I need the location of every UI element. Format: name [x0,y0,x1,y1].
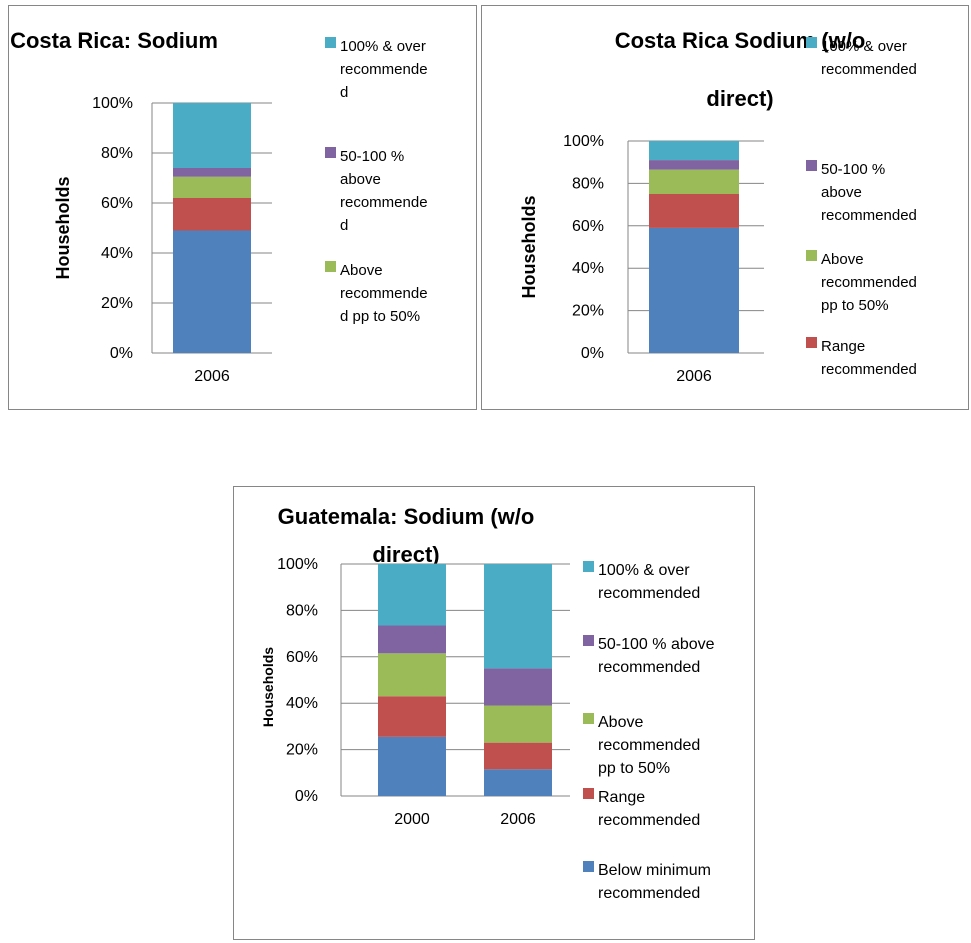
legend-swatch [806,160,817,171]
x-category-label: 2006 [194,368,230,385]
bar-segment [173,198,251,231]
legend-swatch [325,147,336,158]
y-tick-label: 20% [572,303,604,320]
y-tick-label: 100% [563,133,604,150]
legend-label: recommended [821,274,917,291]
y-tick-label: 80% [101,145,133,162]
y-tick-label: 0% [581,345,604,362]
legend-label: recommended [598,885,700,902]
y-tick-label: 40% [572,260,604,277]
y-axis-label: Households [260,647,276,727]
y-tick-label: 20% [286,742,318,759]
legend-label: d [340,84,348,101]
legend-label: 50-100 % [821,161,885,178]
bar-segment [173,176,251,198]
legend-label: Below minimum [598,862,711,879]
legend-label: above [821,184,862,201]
bar-segment [378,625,446,654]
bar-segment [378,653,446,697]
bar-segment [484,742,552,770]
bar-segment [649,169,739,194]
x-category-label: 2006 [500,811,536,828]
y-tick-label: 0% [295,788,318,805]
legend-swatch [806,337,817,348]
legend-swatch [583,635,594,646]
legend-label: recommended [598,659,700,676]
chart-title: Guatemala: Sodium (w/o [278,504,535,529]
legend-swatch [583,713,594,724]
y-tick-label: 60% [572,218,604,235]
legend-swatch [583,861,594,872]
y-axis-label: Households [53,176,73,279]
legend-label: 100% & over [598,562,690,579]
bar-segment [378,564,446,626]
chart-svg-costa-rica-sodium: Costa Rica: Sodium 0% 20% 40% 60% 80% 100% 2006… [10,28,428,385]
x-category-label: 2000 [394,811,430,828]
bar-segment [378,736,446,796]
legend-swatch [325,37,336,48]
y-axis-label: Households [519,195,539,298]
legend-label: recommende [340,61,428,78]
y-tick-label: 60% [286,649,318,666]
bar-segment [649,160,739,170]
legend-label: 100% & over [821,38,907,55]
legend-label: above [340,171,381,188]
chart-title: Costa Rica Sodium (w/o [615,28,866,53]
legend-label: d pp to 50% [340,308,420,325]
bar-segment [649,194,739,228]
legend-label: d [340,217,348,234]
y-tick-label: 0% [110,345,133,362]
legend-swatch [583,561,594,572]
bar-segment [173,230,251,353]
bar-segment [173,103,251,168]
bar-segment [484,564,552,669]
chart-costa-rica-sodium: Costa Rica: Sodium 0% 20% 40% 60% 80% 100% 2006… [8,5,477,410]
legend-label: Range [598,789,645,806]
y-tick-label: 100% [277,556,318,573]
y-tick-label: 20% [101,295,133,312]
bar-segment [484,769,552,796]
x-category-label: 2006 [676,368,712,385]
y-tick-label: 40% [101,245,133,262]
chart-svg-costa-rica-sodium-wo-direct: Costa Rica Sodium (w/o direct) 0% 20% 40% 60%… [519,28,917,385]
legend-label: recommended [598,585,700,602]
legend-label: pp to 50% [598,760,670,777]
legend-label: recommended [821,61,917,78]
legend-label: Above [340,262,383,279]
bar-segment [649,227,739,353]
y-tick-label: 40% [286,695,318,712]
bar-segment [173,168,251,177]
legend-label: 50-100 % [340,148,404,165]
chart-title: direct) [706,86,773,111]
y-tick-label: 60% [101,195,133,212]
y-tick-label: 100% [92,95,133,112]
chart-title: direct) [372,542,439,567]
bar-segment [649,141,739,161]
legend-label: recommended [598,737,700,754]
bar-segment [378,696,446,737]
legend-label: 100% & over [340,38,426,55]
legend-label: Above [598,714,643,731]
bar-segment [484,705,552,743]
chart-guatemala-sodium-wo-direct: Guatemala: Sodium (w/o direct) 0% 20% 40% 60%… [233,486,755,940]
legend-label: recommended [821,207,917,224]
legend-label: recommende [340,285,428,302]
chart-svg-guatemala-sodium-wo-direct: Guatemala: Sodium (w/o direct) 0% 20% 40% 60%… [260,504,715,902]
legend-label: Above [821,251,864,268]
legend-label: pp to 50% [821,297,889,314]
bar-segment [484,668,552,706]
chart-title: Costa Rica: Sodium [10,28,218,53]
y-tick-label: 80% [286,602,318,619]
legend-swatch [806,37,817,48]
y-tick-label: 80% [572,175,604,192]
legend-label: recommende [340,194,428,211]
legend-label: recommended [598,812,700,829]
legend-label: recommended [821,361,917,378]
legend-swatch [806,250,817,261]
legend-swatch [583,788,594,799]
legend-swatch [325,261,336,272]
legend-label: Range [821,338,865,355]
chart-costa-rica-sodium-wo-direct: Costa Rica Sodium (w/o direct) 0% 20% 40% 60%… [481,5,969,410]
legend-label: 50-100 % above [598,636,715,653]
